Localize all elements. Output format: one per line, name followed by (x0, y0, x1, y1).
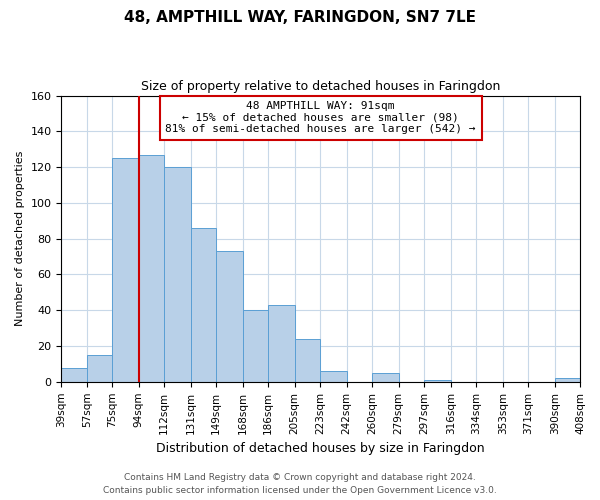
Text: 48 AMPTHILL WAY: 91sqm
← 15% of detached houses are smaller (98)
81% of semi-det: 48 AMPTHILL WAY: 91sqm ← 15% of detached… (166, 102, 476, 134)
Bar (268, 305, 295, 382)
Text: 48, AMPTHILL WAY, FARINGDON, SN7 7LE: 48, AMPTHILL WAY, FARINGDON, SN7 7LE (124, 10, 476, 25)
Bar (372, 373, 399, 382)
Bar (112, 158, 139, 382)
Bar (61, 368, 87, 382)
Text: Contains HM Land Registry data © Crown copyright and database right 2024.
Contai: Contains HM Land Registry data © Crown c… (103, 474, 497, 495)
Y-axis label: Number of detached properties: Number of detached properties (15, 151, 25, 326)
Bar (243, 310, 268, 382)
X-axis label: Distribution of detached houses by size in Faringdon: Distribution of detached houses by size … (157, 442, 485, 455)
Bar (555, 378, 580, 382)
Title: Size of property relative to detached houses in Faringdon: Size of property relative to detached ho… (141, 80, 500, 93)
Bar (139, 154, 164, 382)
Bar (295, 339, 320, 382)
Bar (216, 251, 243, 382)
Bar (191, 228, 216, 382)
Bar (424, 380, 451, 382)
Bar (320, 371, 347, 382)
Bar (164, 167, 191, 382)
Bar (87, 355, 112, 382)
